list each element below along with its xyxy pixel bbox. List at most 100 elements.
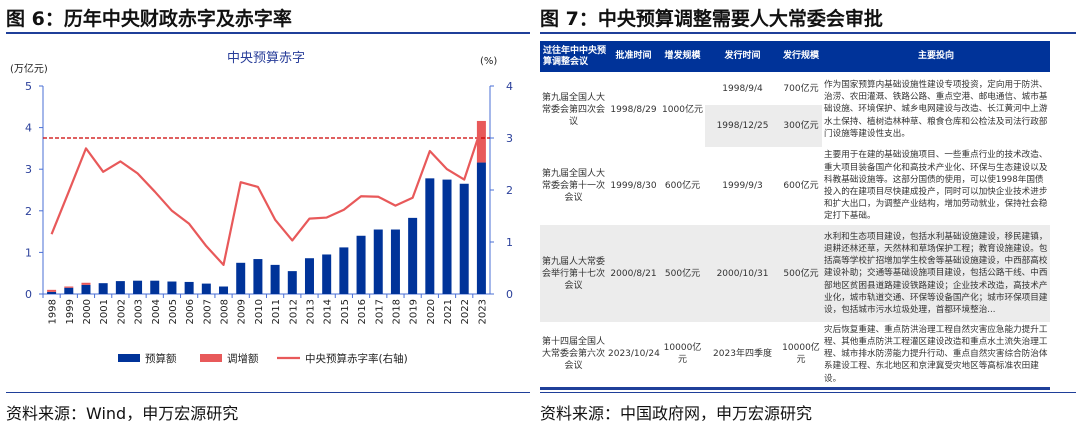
approved-date: 2023/10/24: [607, 322, 660, 390]
x-tick-label: 2001: [99, 299, 110, 324]
table-row: 第九届全国人大常委会第四次会议 1998/8/29 1000亿元 1998/9/…: [540, 72, 1050, 139]
table-row: 第九届全国人大常委会第十一次会议 1999/8/30 600亿元 1999/9/…: [540, 147, 1050, 225]
use: 主要用于在建的基础设施项目、一些重点行业的技术改造、重大项目装备国产化和高技术产…: [824, 150, 1048, 222]
x-tick-label: 2002: [116, 299, 127, 324]
bar-budget: [133, 280, 143, 294]
bar-budget: [408, 217, 418, 294]
issue-amount: 10000亿元: [780, 322, 822, 390]
bar-budget: [390, 229, 400, 294]
x-tick-label: 2022: [460, 299, 471, 324]
col-scale: 增发规模: [660, 41, 705, 72]
use: 灾后恢复重建、重点防洪治理工程自然灾害应急能力提升工程、其他重点防洪工程灌区建设…: [822, 322, 1050, 390]
x-tick-label: 2008: [220, 299, 231, 324]
left-tick-label: 0: [25, 288, 32, 301]
table-row: 第十四届全国人大常委会第六次会议 2023/10/24 10000亿元 2023…: [540, 322, 1050, 390]
left-tick-label: 4: [25, 122, 32, 135]
bar-budget: [98, 283, 108, 294]
bar-budget: [115, 281, 125, 294]
x-tick-label: 2009: [237, 299, 248, 324]
use: 作为国家预算内基础设施性建设专项投资，定向用于防洪、治涝、农田灌溉、铁路公路、重…: [824, 79, 1048, 139]
bar-adjustment: [476, 120, 486, 163]
x-tick-label: 2004: [151, 299, 162, 324]
footer-divider: [540, 392, 1076, 393]
left-tick-label: 5: [25, 80, 32, 93]
meeting: 第十四届全国人大常委会第六次会议: [540, 322, 607, 390]
bar-budget: [304, 258, 314, 294]
col-issue-date: 发行时间: [705, 41, 780, 72]
issue-date: 2023年四季度: [705, 322, 780, 390]
issue-amount: 500亿元: [780, 225, 822, 322]
table-row: 第九届人大常委会举行第十七次会议 2000/8/21 500亿元 2000/10…: [540, 225, 1050, 322]
x-tick-label: 1999: [65, 299, 76, 324]
issue-date: 2000/10/31: [705, 225, 780, 322]
figure7-title: 图 7：中央预算调整需要人大常委会审批: [540, 8, 883, 30]
right-axis-unit: (%): [480, 56, 497, 67]
bar-budget: [236, 262, 246, 294]
bar-budget: [322, 254, 332, 294]
bar-budget: [184, 281, 194, 294]
left-tick-label: 1: [25, 246, 32, 259]
x-tick-label: 2019: [409, 299, 420, 324]
budget-adjustment-table: 过往年中中央预算调整会议 批准时间 增发规模 发行时间 发行规模 主要投向 第九…: [540, 41, 1050, 390]
col-issue-amount: 发行规模: [780, 41, 822, 72]
left-source: 资料来源：Wind，申万宏源研究: [6, 404, 239, 423]
left-tick-label: 2: [25, 205, 32, 218]
table-header: 过往年中中央预算调整会议 批准时间 增发规模 发行时间 发行规模 主要投向: [540, 41, 1050, 72]
col-approved: 批准时间: [607, 41, 660, 72]
x-tick-label: 2011: [271, 299, 282, 324]
x-tick-label: 2013: [305, 299, 316, 324]
scale: 600亿元: [664, 181, 701, 191]
legend-label-rate: 中央预算赤字率(右轴): [305, 352, 408, 365]
title-underline: [6, 32, 530, 34]
x-tick-label: 2005: [168, 299, 179, 324]
legend-swatch-adjustment: [200, 354, 222, 362]
x-tick-label: 2000: [82, 299, 93, 324]
bar-budget: [219, 286, 229, 294]
x-tick-label: 2006: [185, 299, 196, 324]
title-underline: [540, 32, 1076, 34]
right-tick-label: 1: [506, 236, 513, 249]
right-tick-label: 0: [506, 288, 513, 301]
right-tick-label: 3: [506, 132, 513, 145]
bar-budget: [287, 271, 297, 294]
bar-budget: [47, 291, 57, 294]
legend-label-budget: 预算额: [145, 352, 177, 365]
meeting: 第九届人大常委会举行第十七次会议: [540, 225, 607, 322]
col-meeting: 过往年中中央预算调整会议: [540, 41, 607, 72]
x-tick-label: 2012: [288, 299, 299, 324]
deficit-rate-line: [50, 127, 483, 266]
footer-divider: [6, 392, 530, 393]
approved-date: 1999/8/30: [610, 181, 657, 191]
legend-label-adjustment: 调增额: [227, 352, 259, 365]
bar-budget: [356, 235, 366, 294]
legend-swatch-budget: [118, 354, 140, 362]
bar-adjustment: [81, 282, 91, 285]
use: 水利和生态项目建设，包括水利基础设施建设，移民建镇，退耕还林还草，天然林和草场保…: [822, 225, 1050, 322]
bar-adjustment: [47, 289, 57, 292]
x-tick-label: 2003: [134, 299, 145, 324]
approved-date: 1998/8/29: [610, 104, 657, 115]
bar-budget: [201, 283, 211, 294]
bar-budget: [253, 259, 263, 294]
left-tick-label: 3: [25, 163, 32, 176]
x-tick-label: 1998: [48, 299, 59, 324]
scale: 10000亿元: [660, 322, 705, 390]
right-source: 资料来源：中国政府网，申万宏源研究: [540, 404, 813, 423]
bar-budget: [425, 178, 435, 294]
issue-date: 1998/12/25: [705, 105, 780, 147]
x-tick-label: 2007: [202, 299, 213, 324]
x-tick-label: 2015: [340, 299, 351, 324]
bar-adjustment: [64, 286, 74, 288]
bar-budget: [167, 281, 177, 294]
issue-amount: 700亿元: [783, 83, 819, 94]
x-tick-label: 2017: [374, 299, 385, 324]
bar-budget: [373, 229, 383, 294]
meeting: 第九届全国人大常委会第十一次会议: [541, 169, 605, 203]
issue-amount: 300亿元: [780, 105, 822, 147]
bar-budget: [459, 183, 469, 294]
x-tick-label: 2018: [391, 299, 402, 324]
bar-budget: [64, 287, 74, 294]
bar-budget: [150, 280, 160, 294]
col-use: 主要投向: [822, 41, 1050, 72]
scale: 1000亿元: [662, 104, 703, 115]
